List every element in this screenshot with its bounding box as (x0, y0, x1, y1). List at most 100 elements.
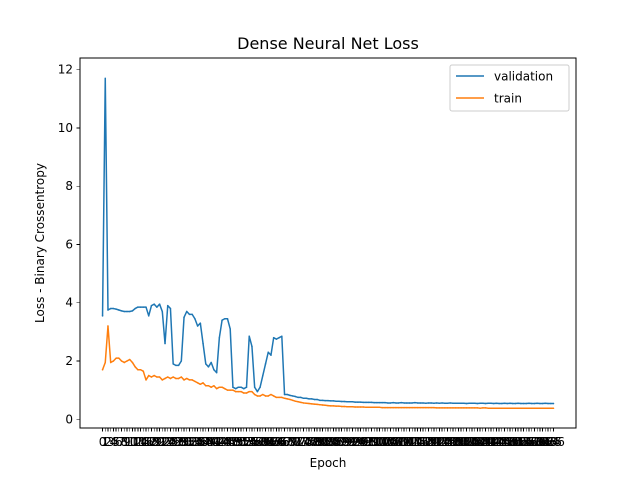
x-tick-label: 137 (463, 435, 486, 449)
y-axis-ticks: 0 2 4 6 8 10 12 (58, 63, 80, 426)
data-point (427, 406, 430, 409)
data-point (522, 407, 525, 409)
data-point (492, 402, 495, 405)
data-point (253, 386, 256, 388)
x-tick-label: 110 (390, 435, 413, 449)
x-tick-label: 60 (258, 435, 273, 449)
data-point (541, 402, 544, 405)
data-point (232, 386, 234, 388)
data-point (139, 306, 142, 308)
data-point (414, 406, 416, 409)
data-point (400, 406, 403, 409)
x-tick-label: 23 (157, 435, 172, 449)
data-point (205, 385, 207, 387)
x-tick-label: 74 (296, 435, 311, 449)
y-tick-label: 8 (65, 179, 73, 193)
data-point (327, 399, 329, 402)
x-tick-label: 20 (149, 435, 164, 449)
data-point (256, 395, 259, 397)
data-point (430, 406, 432, 409)
x-tick-label: 68 (280, 435, 295, 449)
x-tick-label: 140 (471, 435, 494, 449)
data-point (406, 402, 408, 404)
x-tick-label: 88 (334, 435, 349, 449)
data-point (501, 407, 503, 409)
x-tick-label: 18 (144, 435, 159, 449)
data-point (452, 407, 454, 409)
data-point (297, 396, 299, 399)
data-point (520, 402, 522, 405)
data-point (335, 400, 337, 402)
data-point (139, 368, 142, 371)
data-point (460, 407, 462, 409)
x-tick-label: 123 (425, 435, 448, 449)
data-point (378, 401, 381, 404)
data-point (422, 402, 424, 404)
data-point (357, 406, 359, 408)
data-point (253, 393, 256, 396)
data-point (416, 402, 419, 404)
x-tick-label: 117 (409, 435, 432, 449)
data-point (381, 406, 384, 409)
data-point (414, 401, 416, 404)
data-point (452, 402, 454, 404)
x-tick-label: 70 (285, 435, 300, 449)
data-point (397, 402, 400, 404)
data-point (183, 379, 185, 381)
data-point (262, 374, 264, 377)
data-point (294, 395, 297, 398)
data-point (115, 308, 117, 310)
data-point (278, 396, 280, 399)
data-point (123, 361, 126, 364)
x-tick-label: 26 (166, 435, 181, 449)
data-point (348, 401, 351, 403)
x-tick-label: 150 (499, 435, 522, 449)
series-points-validation (101, 77, 555, 405)
data-point (107, 309, 109, 311)
data-point (118, 357, 120, 359)
data-point (463, 402, 465, 404)
data-point (514, 402, 517, 405)
data-point (528, 402, 530, 404)
data-point (395, 406, 397, 409)
x-tick-label: 104 (374, 435, 397, 449)
x-tick-label: 14 (133, 435, 148, 449)
data-point (213, 385, 215, 387)
x-tick-label: 11 (125, 435, 140, 449)
data-point (373, 406, 375, 409)
x-tick-label: 113 (398, 435, 421, 449)
data-point (316, 398, 318, 401)
x-tick-label: 30 (176, 435, 191, 449)
data-point (425, 402, 427, 404)
x-tick-label: 36 (193, 435, 208, 449)
data-point (275, 338, 278, 340)
data-point (438, 407, 441, 409)
data-point (172, 376, 174, 378)
data-point (286, 398, 289, 400)
x-tick-label: 153 (507, 435, 530, 449)
data-point (194, 318, 196, 320)
x-tick-label: 73 (293, 435, 308, 449)
data-point (536, 402, 538, 404)
x-tick-label: 21 (152, 435, 167, 449)
data-point (147, 374, 150, 377)
data-point (101, 368, 104, 371)
data-point (408, 406, 411, 409)
data-point (403, 406, 405, 409)
x-tick-label: 59 (255, 435, 270, 449)
x-tick-label: 75 (299, 435, 314, 449)
data-point (191, 379, 193, 381)
data-point (446, 407, 449, 409)
data-point (300, 396, 302, 399)
x-tick-label: 147 (490, 435, 513, 449)
data-point (251, 390, 253, 393)
y-tick-label: 2 (65, 354, 73, 368)
data-point (324, 399, 327, 402)
data-point (484, 402, 487, 405)
data-point (177, 377, 180, 380)
data-point (234, 387, 237, 390)
data-point (210, 361, 212, 364)
data-point (310, 403, 313, 405)
data-point (186, 377, 188, 380)
data-point (357, 401, 359, 403)
